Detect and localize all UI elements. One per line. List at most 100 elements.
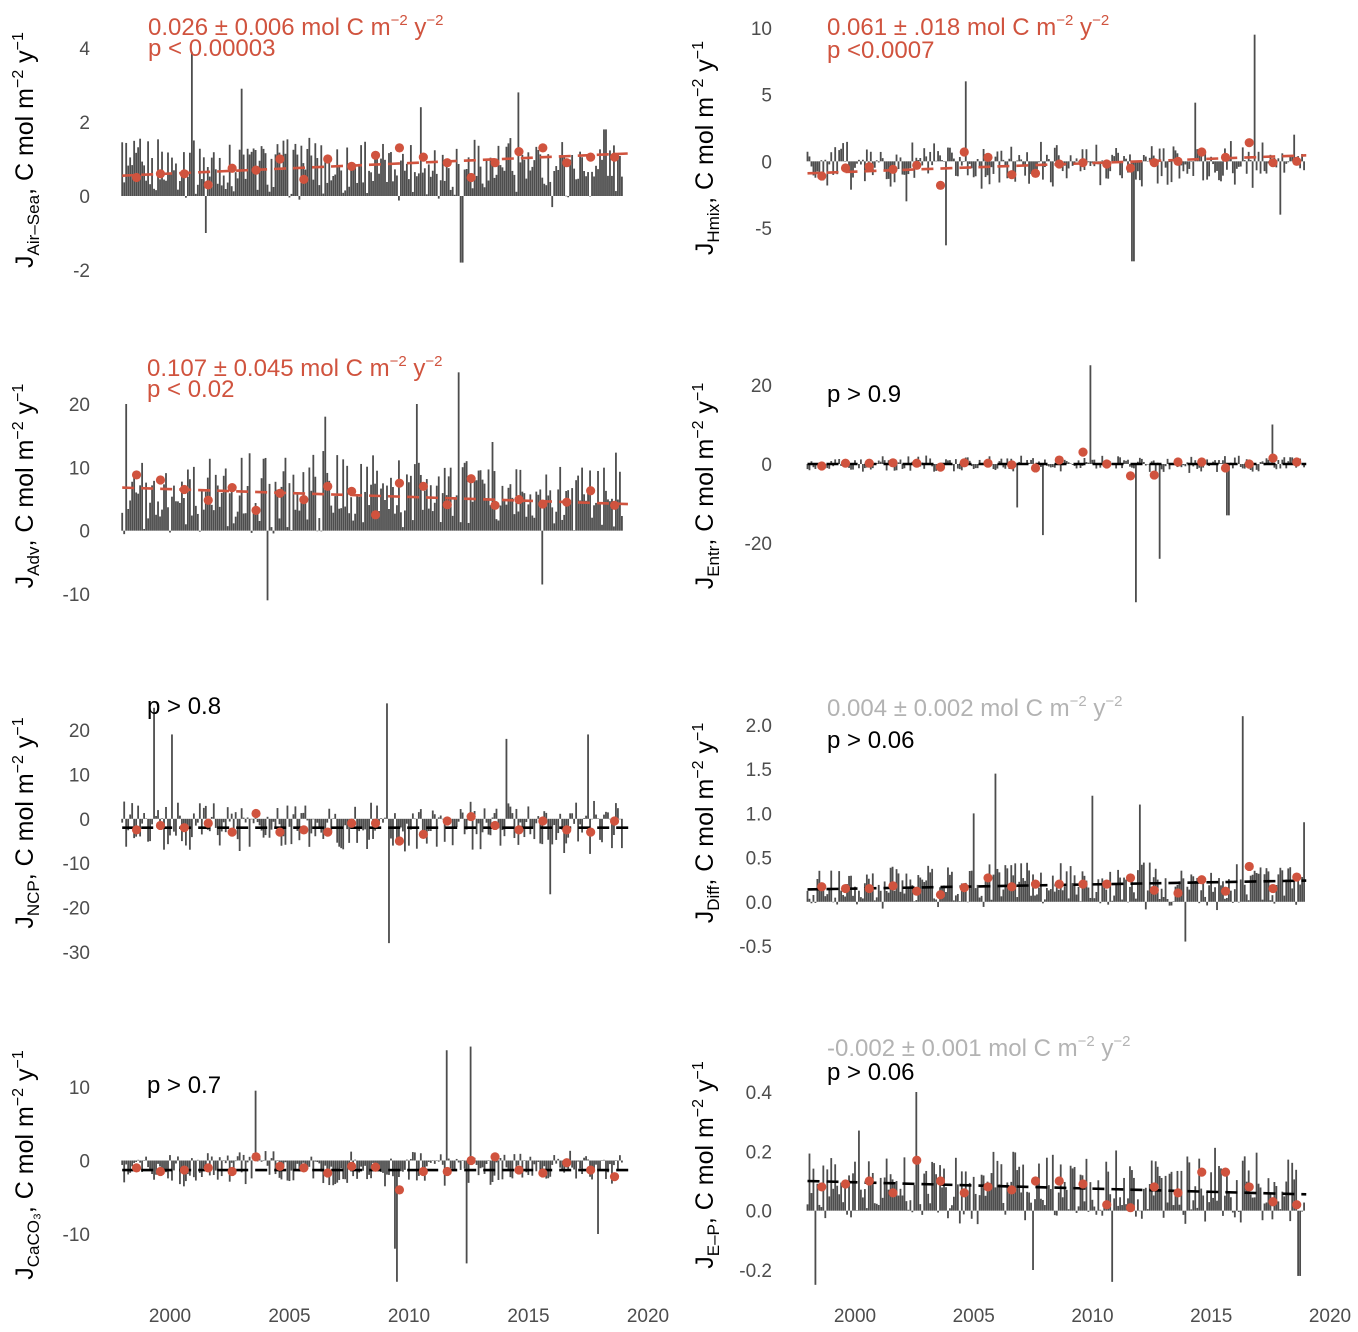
monthly-bar [396, 1160, 398, 1282]
monthly-bar [433, 814, 436, 819]
monthly-bar [1067, 898, 1070, 902]
monthly-bar [834, 147, 837, 162]
monthly-bar [177, 802, 179, 819]
monthly-bar [956, 1184, 959, 1211]
annual-mean-point [466, 1155, 476, 1166]
monthly-bar [427, 164, 430, 196]
monthly-bar [368, 1160, 370, 1175]
monthly-bar [242, 817, 245, 819]
monthly-bar [1127, 459, 1129, 464]
y-axis-label: JAir–Sea, C mol m−2 y−1 [10, 32, 43, 268]
monthly-bar [881, 901, 884, 909]
monthly-bar [378, 173, 380, 196]
monthly-bar [481, 818, 484, 833]
monthly-bar [159, 179, 161, 196]
monthly-bar [503, 170, 506, 196]
monthly-bar [300, 145, 303, 196]
monthly-bar [826, 464, 829, 469]
trend-annotation: 0.061 ± .018 mol C m−2 y−2 [827, 12, 1109, 41]
monthly-bar [453, 1160, 456, 1170]
monthly-bar [1051, 464, 1054, 468]
monthly-bar [1271, 895, 1274, 902]
monthly-bar [571, 488, 574, 531]
monthly-bar [856, 901, 858, 905]
monthly-bar [881, 1197, 884, 1211]
monthly-bar [929, 1203, 932, 1211]
monthly-bar [1160, 464, 1163, 470]
monthly-bar [897, 161, 900, 170]
monthly-bar [258, 818, 261, 826]
monthly-bar [151, 818, 153, 825]
monthly-bar [1067, 1209, 1070, 1211]
monthly-bar [489, 157, 492, 196]
monthly-bar [1227, 1193, 1230, 1211]
monthly-bar [1008, 158, 1011, 162]
monthly-bar [332, 818, 335, 819]
monthly-bar [844, 1181, 846, 1211]
monthly-bar [163, 1160, 165, 1171]
monthly-bar [549, 490, 552, 531]
monthly-bar [421, 818, 424, 835]
monthly-bar [1028, 462, 1030, 464]
monthly-bar [1198, 1158, 1201, 1211]
monthly-bar [842, 143, 845, 162]
annual-mean-point [586, 152, 596, 162]
monthly-bar [380, 818, 382, 819]
monthly-bar [567, 490, 570, 531]
monthly-bar [1089, 161, 1092, 166]
monthly-bar [949, 147, 951, 162]
monthly-bar [1162, 464, 1165, 472]
p-value-annotation: p < 0.02 [147, 376, 234, 403]
monthly-bar [346, 465, 349, 531]
monthly-bar [1065, 161, 1068, 179]
monthly-bar [1249, 1194, 1252, 1211]
annual-mean-point [466, 172, 476, 183]
monthly-bar [302, 1160, 305, 1163]
monthly-bar [603, 814, 605, 819]
monthly-bar [143, 165, 145, 196]
monthly-bar [533, 160, 536, 196]
monthly-bar [388, 818, 390, 944]
monthly-bar [390, 152, 392, 196]
monthly-bar [541, 1160, 544, 1175]
annual-mean-point [1244, 861, 1254, 872]
monthly-bar [439, 522, 442, 531]
y-tick-label: -0.5 [739, 937, 772, 958]
monthly-bar [1154, 464, 1157, 473]
monthly-bar [499, 505, 502, 531]
monthly-bar [515, 1160, 518, 1171]
monthly-bar [384, 500, 386, 531]
monthly-bar [509, 484, 512, 531]
monthly-bar [970, 161, 973, 169]
annual-mean-point [1078, 158, 1088, 168]
monthly-bar [869, 151, 872, 162]
monthly-bar [125, 1160, 128, 1165]
y-tick-label: 5 [761, 86, 772, 107]
monthly-bar [248, 1156, 251, 1161]
monthly-bar [1265, 868, 1268, 902]
monthly-bar [258, 520, 261, 531]
annual-mean-point [1149, 1182, 1159, 1192]
monthly-bar [1144, 1187, 1147, 1211]
monthly-bar [1164, 878, 1167, 902]
monthly-bar [218, 157, 221, 196]
monthly-bar [394, 513, 396, 531]
monthly-bar [1224, 1195, 1226, 1211]
monthly-bar [1166, 899, 1169, 902]
monthly-bar [1077, 1206, 1080, 1211]
monthly-bar [1121, 899, 1123, 902]
monthly-bar [1196, 464, 1199, 469]
monthly-bar [1243, 884, 1246, 902]
monthly-bar [816, 1183, 819, 1211]
annual-mean-point [227, 483, 237, 493]
monthly-bar [204, 805, 207, 819]
monthly-bar [1251, 161, 1254, 188]
monthly-bar [1237, 1210, 1240, 1212]
monthly-bar [569, 1150, 572, 1161]
monthly-bar [276, 1160, 279, 1161]
monthly-bar [1117, 1205, 1120, 1211]
monthly-bar [133, 1160, 136, 1163]
monthly-bar [968, 161, 971, 164]
monthly-bar [1243, 464, 1246, 469]
